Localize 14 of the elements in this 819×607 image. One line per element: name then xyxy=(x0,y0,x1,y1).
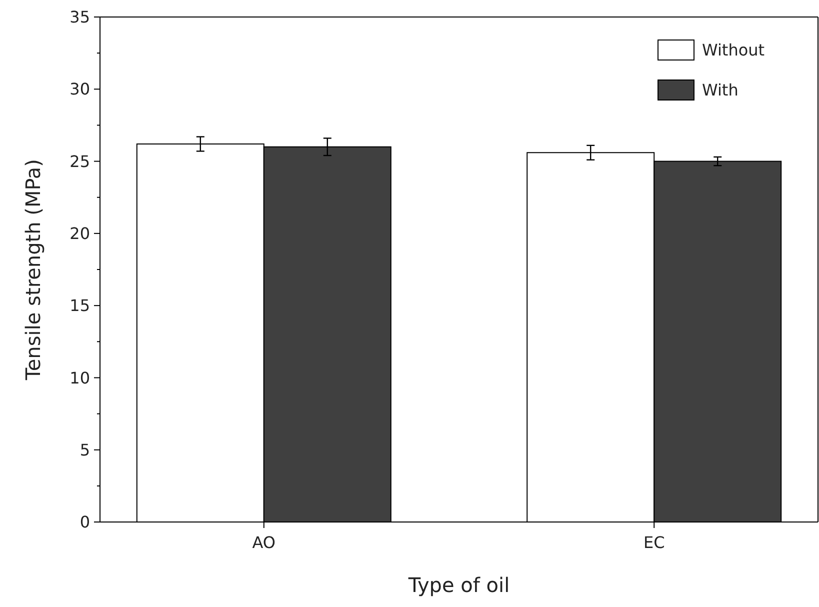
x-axis-title: Type of oil xyxy=(407,573,510,597)
y-tick-label: 25 xyxy=(70,152,90,171)
legend-label: Without xyxy=(702,40,765,60)
y-tick-label: 10 xyxy=(70,368,90,388)
y-tick-label: 20 xyxy=(70,224,90,244)
x-tick-label: AO xyxy=(252,533,276,552)
y-axis-title: Tensile strength (MPa) xyxy=(21,159,45,381)
y-tick-label: 0 xyxy=(80,512,90,532)
legend-label: With xyxy=(702,80,738,100)
y-tick-label: 35 xyxy=(70,8,90,27)
x-tick-label: EC xyxy=(643,533,665,552)
y-tick-label: 5 xyxy=(80,440,90,460)
y-tick-label: 30 xyxy=(70,80,90,99)
y-tick-label: 15 xyxy=(70,296,90,316)
